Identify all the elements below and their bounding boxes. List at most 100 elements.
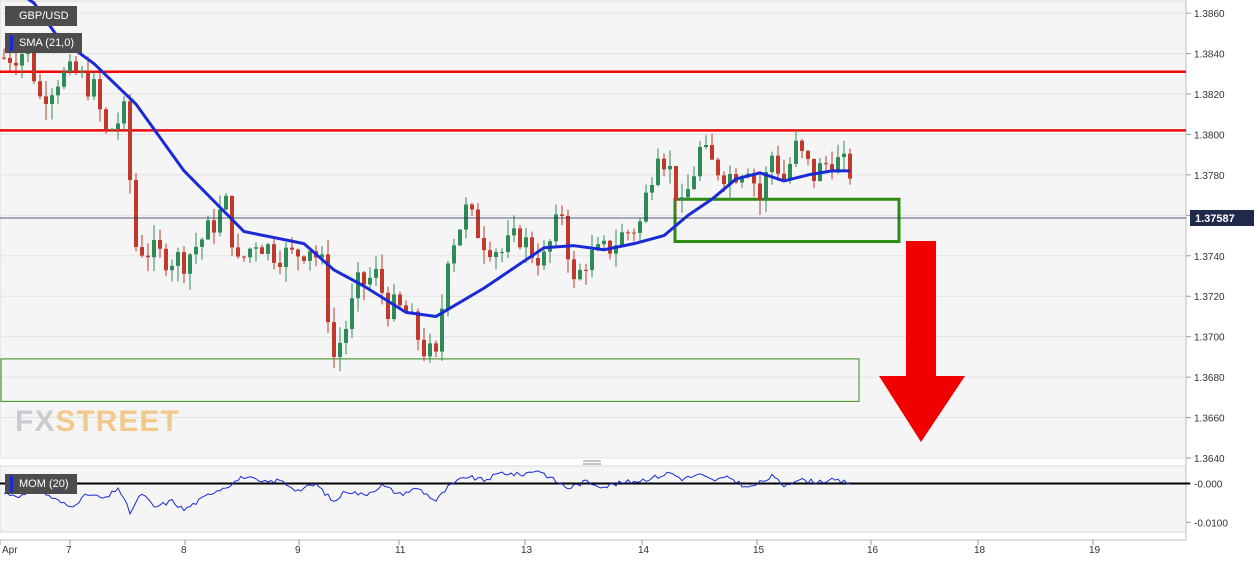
candle-body [626, 232, 630, 234]
candle-body [536, 258, 540, 266]
price-tick-label-6: 1.3740 [1194, 252, 1225, 263]
candle-body [128, 101, 132, 181]
sma-color-swatch [10, 35, 13, 51]
momentum-line [3, 470, 851, 516]
time-label-10: 19 [1089, 545, 1101, 556]
candle-body [584, 269, 588, 271]
price-tick-label-9: 1.3680 [1194, 373, 1225, 384]
candle-body [224, 195, 228, 210]
candle-body [374, 268, 378, 278]
candle-body [686, 189, 690, 198]
candle-body [650, 185, 654, 193]
candle-body [296, 249, 300, 257]
candle-body [830, 164, 834, 173]
candle-body [800, 140, 804, 151]
candle-body [674, 166, 678, 201]
candle-body [230, 195, 234, 248]
candle-body [668, 166, 672, 170]
consolidation-box [673, 197, 901, 244]
candle-body [284, 247, 288, 268]
candle-body [164, 248, 168, 271]
candle-body [344, 328, 348, 343]
candle-body [788, 163, 792, 181]
candle-body [542, 251, 546, 266]
price-tick-label-3: 1.3800 [1194, 130, 1225, 141]
candle-body [32, 45, 36, 82]
time-label-4: 11 [395, 545, 406, 556]
candle-body [476, 209, 480, 239]
candle-body [470, 204, 474, 210]
candle-body [116, 123, 120, 130]
candle-body [104, 109, 108, 131]
candle-body [362, 272, 366, 285]
candle-body [38, 81, 42, 97]
candle-body [530, 237, 534, 259]
candle-body [434, 343, 438, 352]
time-label-5: 13 [521, 545, 533, 556]
fxstreet-logo: FXSTREET [15, 405, 180, 438]
candle-body [842, 153, 846, 158]
candle-body [710, 145, 714, 160]
candle-body [50, 95, 54, 105]
candle-body [524, 237, 528, 248]
candle-body [326, 254, 330, 323]
candle-body [422, 339, 426, 357]
last-price-tag [1190, 209, 1254, 226]
candle-body [122, 101, 126, 124]
candle-body [488, 250, 492, 257]
price-tick-label-2: 1.3820 [1194, 90, 1225, 101]
candle-body [428, 343, 432, 357]
candle-body [572, 259, 576, 280]
time-label-7: 15 [753, 545, 765, 556]
candle-body [812, 158, 816, 182]
candle-body [134, 180, 138, 248]
candle-body [272, 244, 276, 263]
price-tick-label-1: 1.3840 [1194, 50, 1225, 61]
candle-body [260, 247, 264, 254]
candle-body [698, 146, 702, 177]
candle-body [440, 308, 444, 352]
candle-body [266, 244, 270, 254]
candle-body [68, 61, 72, 72]
candle-body [704, 145, 708, 147]
candle-body [506, 235, 510, 252]
candle-body [596, 244, 600, 250]
candle-body [620, 232, 624, 246]
candle-body [386, 292, 390, 320]
candle-body [758, 183, 762, 201]
main-pane [0, 0, 1187, 459]
candle-body [656, 158, 660, 186]
candle-body [8, 57, 12, 63]
candle-body [824, 163, 828, 165]
candle-body [464, 204, 468, 230]
candle-body [110, 129, 114, 131]
candle-body [590, 249, 594, 270]
candle-body [200, 239, 204, 247]
candle-body [776, 155, 780, 174]
candle-body [494, 252, 498, 257]
candle-body [794, 140, 798, 164]
candle-body [248, 248, 252, 258]
candle-body [278, 262, 282, 268]
candle-body [452, 245, 456, 264]
momentum-pane [0, 465, 1187, 533]
candle-body [254, 247, 258, 249]
candle-body [140, 247, 144, 256]
candle-body [188, 254, 192, 274]
candle-body [770, 155, 774, 173]
candle-body [206, 220, 210, 240]
candle-body [554, 214, 558, 242]
time-label-0: Apr [2, 545, 18, 556]
candle-body [380, 268, 384, 293]
candle-body [518, 228, 522, 248]
candle-body [212, 220, 216, 233]
down-arrow-shaft [906, 241, 936, 377]
candle-body [92, 79, 96, 97]
candle-body [20, 54, 24, 66]
candle-body [182, 252, 186, 274]
candle-body [194, 246, 198, 255]
down-arrow-head [879, 376, 965, 442]
candle-body [356, 272, 360, 299]
candle-body [158, 240, 162, 249]
